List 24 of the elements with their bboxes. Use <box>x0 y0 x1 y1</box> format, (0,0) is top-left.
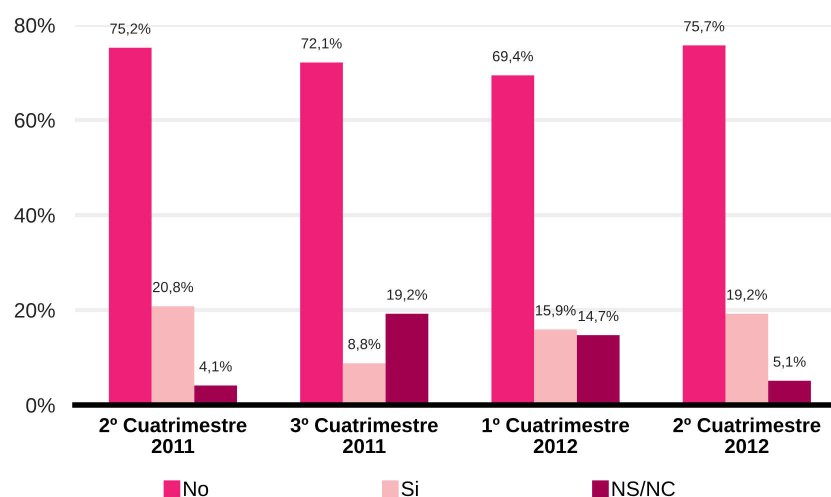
legend-label: Si <box>402 480 418 496</box>
data-label: 69,4% <box>492 51 533 64</box>
legend-label: No <box>184 482 208 496</box>
x-tick-label: 2º Cuatrimestre 2012 <box>673 418 820 454</box>
data-label: 14,7% <box>578 310 618 323</box>
y-tick-label: 0% <box>26 398 55 413</box>
x-tick-label: 1º Cuatrimestre 2012 <box>482 418 630 454</box>
data-label: 15,9% <box>536 305 576 318</box>
data-label: 19,2% <box>727 289 767 302</box>
data-label: 20,8% <box>153 282 194 294</box>
y-tick-label: 20% <box>14 303 55 318</box>
data-label: 75,7% <box>684 21 724 34</box>
legend-label: NS/NC <box>612 480 675 496</box>
data-label: 75,2% <box>110 23 150 36</box>
x-tick-label: 3º Cuatrimestre 2011 <box>290 418 438 454</box>
y-tick-label: 40% <box>14 208 55 223</box>
data-label: 4,1% <box>199 361 232 374</box>
y-tick-label: 60% <box>14 113 55 128</box>
y-tick-label: 80% <box>14 18 55 33</box>
data-label: 72,1% <box>302 38 342 50</box>
data-label: 8,8% <box>348 338 380 351</box>
data-label: 19,2% <box>387 289 428 302</box>
x-tick-label: 2º Cuatrimestre 2011 <box>99 418 246 454</box>
data-label: 5,1% <box>774 356 806 369</box>
